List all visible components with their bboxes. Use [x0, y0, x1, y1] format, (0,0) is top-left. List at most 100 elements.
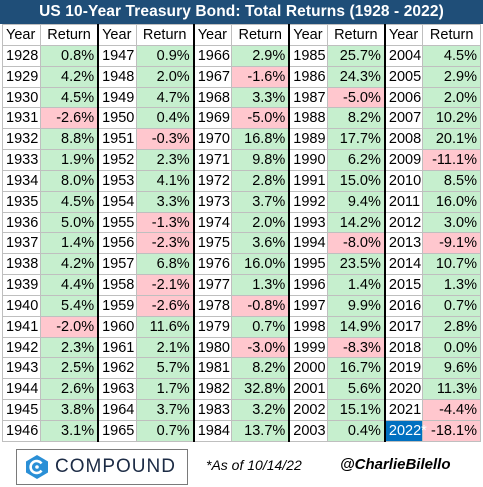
year-cell: 2022* — [383, 419, 427, 443]
year-cell: 2000 — [288, 357, 328, 380]
year-cell: 1930 — [2, 86, 41, 109]
column-header-year: Year — [288, 24, 328, 46]
year-cell: 1983 — [192, 399, 233, 421]
year-cell: 1928 — [2, 45, 41, 67]
year-cell: 1976 — [192, 253, 233, 276]
year-cell: 1942 — [2, 336, 41, 359]
return-cell: 2.9% — [231, 45, 290, 67]
return-cell: 14.2% — [326, 211, 386, 234]
returns-table-wrapper: Year Return Year Return Year Return Year Return… — [2, 24, 481, 443]
table-row: 1944 2.6% 1963 1.7% 1982 32.8% 2001 5.6% 2020 11.… — [2, 378, 481, 401]
year-cell: 1963 — [97, 378, 137, 401]
return-cell: 0.4% — [326, 419, 386, 443]
table-row: 1942 2.3% 1961 2.1% 1980 -3.0% 1999 -8.3% 2018 0.… — [2, 336, 481, 359]
compound-logo: COMPOUND — [16, 449, 188, 485]
return-cell: -3.0% — [231, 336, 290, 359]
table-row: 1929 4.2% 1948 2.0% 1967 -1.6% 1986 24.3% 2005 2.… — [2, 65, 481, 88]
year-cell: 1950 — [97, 107, 137, 130]
return-cell: 3.0% — [422, 211, 481, 234]
column-header-year: Year — [192, 24, 233, 46]
column-header-year: Year — [2, 24, 41, 46]
year-cell: 1944 — [2, 378, 41, 401]
return-cell: 8.5% — [422, 169, 481, 192]
return-cell: 0.7% — [135, 419, 195, 443]
return-cell: 1.4% — [326, 274, 386, 296]
year-cell: 1992 — [288, 190, 328, 213]
year-cell: 1998 — [288, 315, 328, 338]
return-cell: 2.3% — [40, 336, 99, 359]
return-cell: 0.4% — [135, 107, 195, 130]
return-cell: 20.1% — [422, 128, 481, 151]
column-header-year: Year — [383, 24, 424, 46]
year-cell: 1948 — [97, 65, 137, 88]
return-cell: 17.7% — [326, 128, 386, 151]
year-cell: 1949 — [97, 86, 137, 109]
return-cell: -5.0% — [326, 86, 386, 109]
year-cell: 2013 — [383, 232, 424, 255]
year-cell: 2002 — [288, 399, 328, 421]
year-cell: 1969 — [192, 107, 233, 130]
year-cell: 1974 — [192, 211, 233, 234]
year-cell: 1934 — [2, 169, 41, 192]
return-cell: 1.7% — [135, 378, 195, 401]
table-row: 1936 5.0% 1955 -1.3% 1974 2.0% 1993 14.2% 2012 3.… — [2, 211, 481, 234]
return-cell: -2.0% — [40, 315, 99, 338]
table-row: 1934 8.0% 1953 4.1% 1972 2.8% 1991 15.0% 2010 8.5… — [2, 169, 481, 192]
table-row: 1946 3.1% 1965 0.7% 1984 13.7% 2003 0.4% 2022* -1… — [2, 419, 481, 443]
return-cell: 16.8% — [231, 128, 290, 151]
return-cell: 25.7% — [326, 45, 386, 67]
year-cell: 1996 — [288, 274, 328, 296]
year-cell: 1941 — [2, 315, 41, 338]
column-header-return: Return — [135, 24, 195, 46]
year-cell: 1966 — [192, 45, 233, 67]
year-cell: 1993 — [288, 211, 328, 234]
return-cell: -0.3% — [135, 128, 195, 151]
year-cell: 2019 — [383, 357, 424, 380]
year-cell: 2008 — [383, 128, 424, 151]
year-cell: 1981 — [192, 357, 233, 380]
return-cell: 6.2% — [326, 149, 386, 171]
year-cell: 1938 — [2, 253, 41, 276]
table-row: 1937 1.4% 1956 -2.3% 1975 3.6% 1994 -8.0% 2013 -9… — [2, 232, 481, 255]
table-body: 1928 0.8% 1947 0.9% 1966 2.9% 1985 25.7% 2004 4.5… — [2, 45, 481, 443]
year-cell: 1984 — [192, 419, 233, 443]
return-cell: 3.8% — [40, 399, 99, 421]
return-cell: 4.7% — [135, 86, 195, 109]
return-cell: 6.8% — [135, 253, 195, 276]
year-cell: 1960 — [97, 315, 137, 338]
year-cell: 1991 — [288, 169, 328, 192]
return-cell: 3.1% — [40, 419, 99, 443]
year-cell: 1932 — [2, 128, 41, 151]
return-cell: 0.7% — [231, 315, 290, 338]
author-handle: @CharlieBilello — [340, 456, 451, 473]
table-row: 1933 1.9% 1952 2.3% 1971 9.8% 1990 6.2% 2009 -11.… — [2, 149, 481, 171]
return-cell: 2.8% — [231, 169, 290, 192]
return-cell: 11.6% — [135, 315, 195, 338]
return-cell: 1.3% — [422, 274, 481, 296]
year-cell: 1957 — [97, 253, 137, 276]
return-cell: 3.6% — [231, 232, 290, 255]
return-cell: 3.7% — [135, 399, 195, 421]
return-cell: -2.6% — [40, 107, 99, 130]
table-row: 1943 2.5% 1962 5.7% 1981 8.2% 2000 16.7% 2019 9.6… — [2, 357, 481, 380]
table-row: 1940 5.4% 1959 -2.6% 1978 -0.8% 1997 9.9% 2016 0.… — [2, 294, 481, 317]
return-cell: 1.4% — [40, 232, 99, 255]
return-cell: 3.3% — [135, 190, 195, 213]
year-cell: 1985 — [288, 45, 328, 67]
return-cell: 8.0% — [40, 169, 99, 192]
return-cell: -2.6% — [135, 294, 195, 317]
return-cell: 4.1% — [135, 169, 195, 192]
table-row: 1941 -2.0% 1960 11.6% 1979 0.7% 1998 14.9% 2017 2… — [2, 315, 481, 338]
return-cell: 11.3% — [422, 378, 481, 401]
table-row: 1945 3.8% 1964 3.7% 1983 3.2% 2002 15.1% 2021 -4.… — [2, 399, 481, 421]
year-cell: 2005 — [383, 65, 424, 88]
return-cell: 1.9% — [40, 149, 99, 171]
year-cell: 1955 — [97, 211, 137, 234]
return-cell: 23.5% — [326, 253, 386, 276]
year-cell: 1946 — [2, 419, 41, 443]
year-cell: 2021 — [383, 399, 424, 421]
return-cell: 2.8% — [422, 315, 481, 338]
year-cell: 1987 — [288, 86, 328, 109]
year-cell: 1971 — [192, 149, 233, 171]
return-cell: 0.8% — [40, 45, 99, 67]
